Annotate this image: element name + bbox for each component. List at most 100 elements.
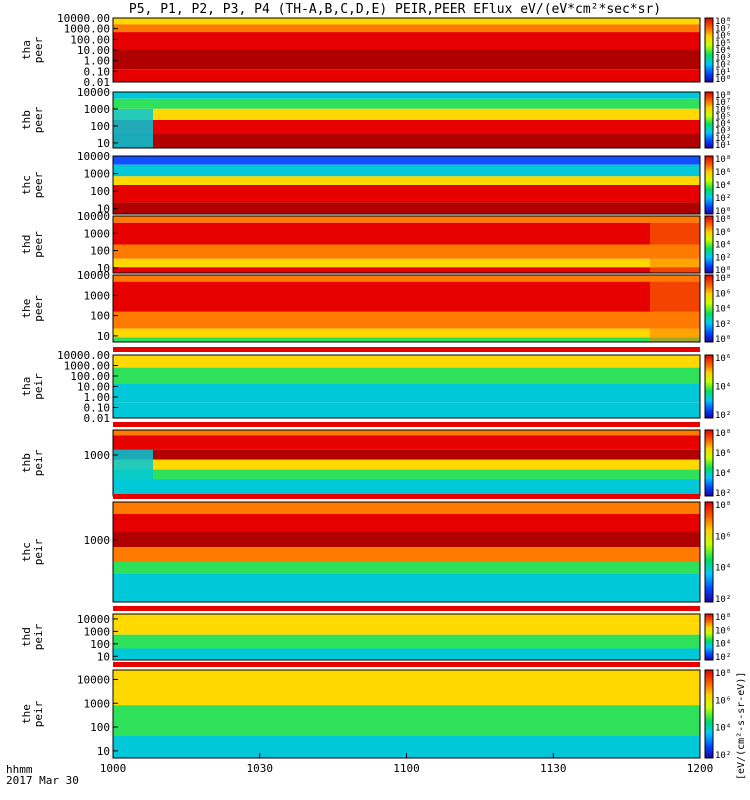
colorbar-tick-label: 10³ [715, 53, 731, 63]
x-tick-label: 1200 [687, 762, 714, 775]
panel-the-peer: 10000 1000 100 10 the peer 10⁸ 10⁶ 10⁴ 10² 10⁰ [20, 269, 731, 345]
y-tick-label: 10 [97, 745, 110, 758]
colorbar-tick-label: 10⁸ [715, 274, 731, 284]
y-tick-label: 100 [90, 721, 110, 734]
x-tick-label: 1130 [540, 762, 567, 775]
panel-thb-peir: 1000 thb peir 10⁸ 10⁶ 10⁴ 10² [20, 422, 731, 499]
y-tick-label: 1000.00 [64, 23, 110, 36]
colorbar-tick-label: 10⁶ [715, 228, 731, 238]
time-axis: 1000 1030 1100 1130 1200 [100, 753, 714, 775]
spectrogram-band [113, 469, 700, 480]
panel-probe-label: the [20, 299, 33, 319]
spectrogram-band [113, 514, 700, 532]
colorbar-tick-label: 10⁴ [715, 724, 731, 734]
colorbar [704, 669, 714, 759]
spectrogram-band [113, 614, 700, 624]
colorbar-tick-label: 10⁶ [715, 354, 731, 364]
spectrogram-band [113, 383, 700, 403]
panel-probe-label: thb [20, 110, 33, 130]
y-tick-label: 10000 [77, 210, 110, 223]
y-tick-label: 1000.00 [64, 360, 110, 373]
spectrogram-band [113, 176, 700, 185]
spectrogram-band [113, 502, 700, 514]
colorbar-tick-label: 10⁸ [715, 215, 731, 225]
colorbar [704, 17, 714, 83]
colorbar-tick-label: 10² [715, 134, 731, 144]
spectrogram-band [113, 98, 700, 109]
y-tick-label: 1000 [84, 289, 111, 302]
colorbar-tick-label: 10⁴ [715, 640, 731, 650]
y-tick-label: 100 [90, 120, 110, 133]
panel-probe-label: thd [20, 627, 33, 647]
colorbar-tick-label: 10⁵ [715, 39, 731, 49]
y-tick-label: 0.10 [84, 402, 111, 415]
spectrogram-band [113, 367, 700, 384]
y-tick-label: 10000 [77, 150, 110, 163]
panel-probe-label: the [20, 704, 33, 724]
x-tick-label: 1100 [393, 762, 420, 775]
colorbar-tick-label: 10² [715, 489, 731, 499]
colorbar-tick-label: 10⁸ [715, 17, 731, 27]
spectrogram-band [113, 281, 700, 312]
panel-species-label: peir [32, 538, 45, 565]
y-tick-label: 100 [90, 185, 110, 198]
panel-probe-label: thc [20, 175, 33, 195]
colorbar [704, 429, 714, 497]
spectrogram-band [113, 311, 700, 329]
y-tick-label: 100.00 [70, 33, 110, 46]
panel-frame [112, 155, 701, 215]
spectrogram-band [113, 736, 700, 758]
panel-thc-peer: 10000 1000 100 10 thc peer 10⁸ 10⁶ 10⁴ 10² 10⁰ [20, 150, 731, 217]
colorbar-tick-label: 10² [715, 194, 731, 204]
colorbar-tick-label: 10⁶ [715, 168, 731, 178]
colorbar [704, 613, 714, 661]
x-tick-label: 1000 [100, 762, 127, 775]
spectrogram-late-shade [650, 216, 700, 273]
panel-species-label: peir [32, 623, 45, 650]
colorbar-tick-label: 10² [715, 595, 731, 605]
spectrogram-band [113, 258, 700, 268]
spectrogram-band [113, 120, 700, 134]
spectrogram-band [113, 108, 700, 120]
colorbar-tick-label: 10⁶ [715, 626, 731, 636]
y-tick-label: 10.00 [77, 44, 110, 57]
spectrogram-band [113, 244, 700, 259]
panel-separator-bar [113, 347, 700, 352]
spectrogram-band [113, 134, 700, 148]
panel-species-label: peer [32, 106, 45, 133]
spectrogram-band [113, 430, 700, 436]
colorbar-tick-label: 10⁴ [715, 469, 731, 479]
panel-species-label: peer [32, 295, 45, 322]
panel-species-label: peer [32, 36, 45, 63]
x-label-hhmm: hhmm [6, 763, 33, 776]
y-tick-label: 10000 [77, 86, 110, 99]
chart-title: P5, P1, P2, P3, P4 (TH-A,B,C,D,E) PEIR,P… [129, 2, 661, 17]
colorbar-tick-label: 10¹ [715, 141, 731, 151]
spectrogram-band [113, 18, 700, 25]
spectrogram-early-feature [113, 449, 153, 496]
spectrogram-band [113, 623, 700, 635]
y-tick-label: 10.00 [77, 381, 110, 394]
colorbar-units-label: [eV/(cm²-s-sr-eV)] [736, 672, 747, 780]
spectrogram-late-shade [650, 275, 700, 342]
panel-the-peir: 10000 1000 100 10 the peir 10⁸ 10⁶ 10⁴ 10² [20, 662, 731, 761]
spectrogram-band [113, 50, 700, 70]
colorbar-tick-label: 10⁰ [715, 266, 731, 276]
panel-separator-bar [113, 606, 700, 611]
colorbar [704, 501, 714, 603]
colorbar-tick-label: 10⁰ [715, 207, 731, 217]
y-tick-label: 1000 [84, 534, 111, 547]
colorbar-tick-label: 10² [715, 61, 731, 71]
colorbar-tick-label: 10⁴ [715, 564, 731, 574]
colorbar-tick-label: 10¹ [715, 68, 731, 78]
colorbar-tick-label: 10⁵ [715, 112, 731, 122]
spectrogram-band [113, 267, 700, 273]
y-tick-label: 100.00 [70, 370, 110, 383]
colorbar [704, 274, 714, 343]
colorbar-tick-label: 10⁶ [715, 696, 731, 706]
y-tick-label: 10 [97, 137, 110, 150]
spectrogram-band [113, 202, 700, 214]
colorbar [704, 91, 714, 149]
